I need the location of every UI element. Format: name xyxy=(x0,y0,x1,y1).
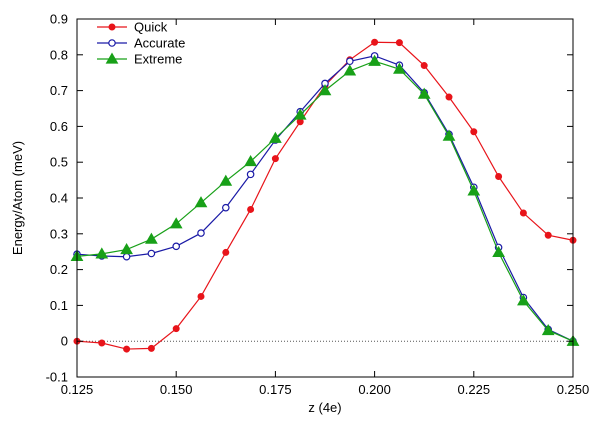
y-tick-label: 0.9 xyxy=(50,12,68,27)
data-point-accurate xyxy=(246,170,255,179)
data-point-extreme xyxy=(120,243,133,255)
data-point-accurate xyxy=(345,57,354,66)
y-tick-label: 0.2 xyxy=(50,262,68,277)
data-point-quick xyxy=(519,209,527,217)
data-point-extreme xyxy=(517,294,530,306)
data-point-quick xyxy=(147,344,155,352)
data-point-extreme xyxy=(194,196,208,208)
legend-marker-quick xyxy=(108,23,116,31)
data-point-quick xyxy=(445,93,453,101)
data-point-extreme xyxy=(219,174,233,186)
data-point-quick xyxy=(222,248,230,256)
data-point-quick xyxy=(271,155,279,163)
x-tick-label: 0.125 xyxy=(61,382,94,397)
data-point-quick xyxy=(247,205,255,213)
data-point-extreme xyxy=(492,245,505,258)
data-point-extreme xyxy=(95,247,109,259)
axis-ticks: 0.125 0.150 0.175 0.200 0.225 0.250 -0.1 0 0.1 0.… xyxy=(46,12,590,398)
data-point-extreme xyxy=(169,217,183,229)
data-point-quick xyxy=(420,62,428,70)
legend-marker-extreme xyxy=(105,52,119,64)
y-tick-label: -0.1 xyxy=(46,370,68,385)
y-tick-label: 0.3 xyxy=(50,226,68,241)
legend-label-extreme: Extreme xyxy=(134,52,182,67)
data-point-extreme xyxy=(269,131,282,143)
y-tick-label: 0.7 xyxy=(50,83,68,98)
series-extreme xyxy=(70,54,580,346)
data-point-quick xyxy=(98,339,106,347)
legend-label-quick: Quick xyxy=(134,20,168,35)
data-point-extreme xyxy=(442,129,456,141)
data-point-extreme xyxy=(541,323,555,336)
y-tick-label: 0.8 xyxy=(50,47,68,62)
data-point-accurate xyxy=(197,229,205,237)
x-tick-label: 0.250 xyxy=(557,382,590,397)
series-accurate xyxy=(73,52,577,346)
data-point-extreme xyxy=(145,232,158,244)
legend-item-quick: Quick xyxy=(97,20,168,35)
data-point-accurate xyxy=(222,203,230,212)
y-tick-label: 0.5 xyxy=(50,155,68,170)
y-tick-label: 0.6 xyxy=(50,119,68,134)
data-point-accurate xyxy=(122,252,131,261)
data-point-quick xyxy=(495,173,503,181)
data-point-quick xyxy=(123,345,131,353)
x-axis-title: z (4e) xyxy=(308,400,341,415)
data-point-quick xyxy=(197,292,205,300)
y-tick-label: 0.4 xyxy=(50,191,68,206)
data-point-extreme xyxy=(244,154,257,167)
data-point-extreme xyxy=(368,54,381,66)
legend-marker-accurate xyxy=(108,39,116,47)
data-point-accurate xyxy=(172,242,181,251)
x-tick-label: 0.150 xyxy=(160,382,193,397)
legend-item-accurate: Accurate xyxy=(97,36,185,51)
data-point-extreme xyxy=(417,87,431,99)
data-point-quick xyxy=(395,39,403,47)
x-tick-label: 0.175 xyxy=(259,382,292,397)
data-point-extreme xyxy=(393,62,406,74)
y-tick-label: 0 xyxy=(61,334,68,349)
plot-frame xyxy=(76,18,574,378)
y-axis-title: Energy/Atom (meV) xyxy=(10,141,25,255)
data-point-extreme xyxy=(318,84,332,96)
data-point-quick xyxy=(296,118,304,126)
y-tick-label: 0.1 xyxy=(50,298,68,313)
data-point-extreme xyxy=(343,64,357,76)
x-tick-label: 0.200 xyxy=(358,382,391,397)
series-line-extreme xyxy=(76,60,574,342)
data-point-extreme xyxy=(293,108,307,120)
series-line-accurate xyxy=(76,55,574,342)
data-point-quick xyxy=(544,231,552,239)
data-point-quick xyxy=(371,38,379,46)
legend-item-extreme: Extreme xyxy=(97,52,182,67)
x-tick-label: 0.225 xyxy=(458,382,491,397)
series-layer xyxy=(70,38,580,353)
data-point-quick xyxy=(470,128,478,136)
data-point-accurate xyxy=(147,249,156,258)
data-point-extreme xyxy=(467,184,481,196)
data-point-quick xyxy=(172,325,180,333)
legend-label-accurate: Accurate xyxy=(134,36,185,51)
